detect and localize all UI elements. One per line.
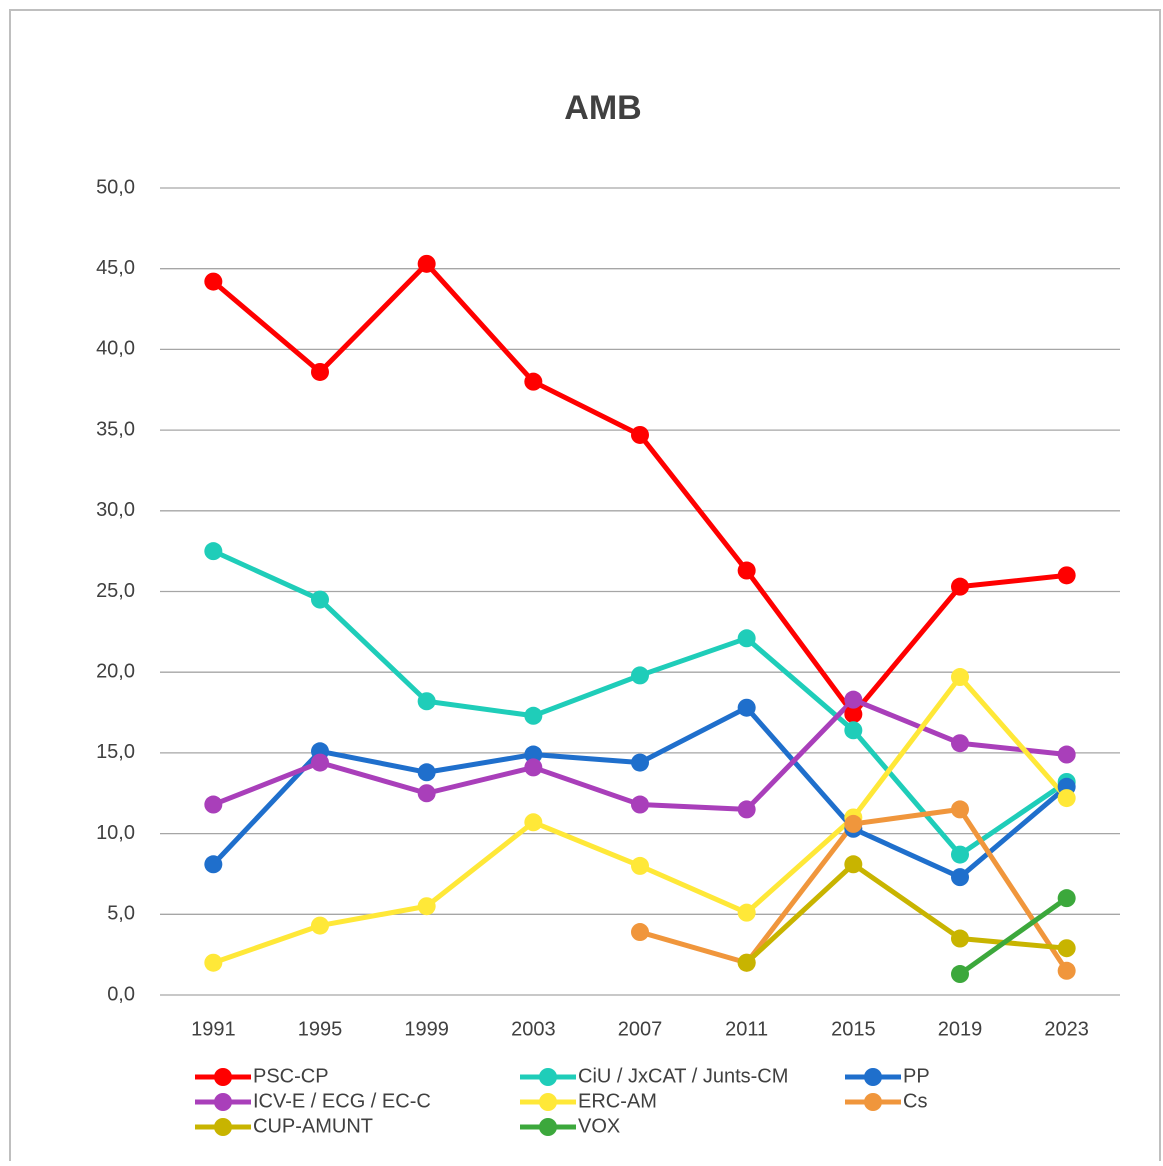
point xyxy=(737,561,756,580)
point xyxy=(1057,889,1076,908)
point xyxy=(737,800,756,819)
point xyxy=(311,916,329,935)
point xyxy=(1057,745,1076,764)
point xyxy=(951,800,969,819)
x-tick-label: 2019 xyxy=(938,1018,983,1040)
point xyxy=(524,758,543,777)
point xyxy=(1057,566,1076,585)
legend-marker xyxy=(864,1093,882,1111)
point xyxy=(737,698,756,717)
point xyxy=(631,856,649,875)
point xyxy=(951,577,969,596)
point xyxy=(844,814,863,833)
point xyxy=(631,923,649,942)
legend-marker xyxy=(864,1068,882,1086)
y-tick-label: 0,0 xyxy=(107,983,135,1005)
point xyxy=(524,745,543,764)
point xyxy=(951,845,969,864)
point xyxy=(524,372,543,391)
point xyxy=(631,666,649,685)
x-tick-label: 2023 xyxy=(1044,1018,1089,1040)
legend-marker xyxy=(214,1093,232,1111)
x-tick-label: 2003 xyxy=(511,1018,556,1040)
point xyxy=(417,692,436,711)
point xyxy=(204,272,223,291)
y-tick-label: 45,0 xyxy=(96,257,135,279)
point xyxy=(951,868,969,887)
legend-label: CiU / JxCAT / Junts-CM xyxy=(578,1065,788,1087)
y-tick-label: 15,0 xyxy=(96,741,135,763)
point xyxy=(844,855,863,874)
point xyxy=(524,813,543,832)
x-tick-label: 1995 xyxy=(298,1018,343,1040)
point xyxy=(951,734,969,753)
y-tick-label: 20,0 xyxy=(96,660,135,682)
point xyxy=(951,929,969,948)
point xyxy=(951,668,969,687)
point xyxy=(204,953,223,972)
y-tick-label: 5,0 xyxy=(107,903,135,925)
y-tick-label: 40,0 xyxy=(96,338,135,360)
legend-marker xyxy=(539,1068,557,1086)
point xyxy=(1057,939,1076,958)
point xyxy=(737,953,756,972)
legend-label: ICV-E / ECG / EC-C xyxy=(253,1090,431,1112)
chart-title: AMB xyxy=(564,89,641,127)
legend-marker xyxy=(214,1068,232,1086)
point xyxy=(1057,789,1076,808)
point xyxy=(417,784,436,803)
y-tick-label: 25,0 xyxy=(96,580,135,602)
point xyxy=(631,795,649,814)
y-tick-label: 30,0 xyxy=(96,499,135,521)
legend-label: ERC-AM xyxy=(578,1090,657,1112)
point xyxy=(737,629,756,648)
point xyxy=(844,705,863,724)
point xyxy=(844,721,863,740)
x-tick-label: 2007 xyxy=(618,1018,663,1040)
y-tick-label: 10,0 xyxy=(96,822,135,844)
legend-marker xyxy=(539,1093,557,1111)
y-tick-label: 50,0 xyxy=(96,176,135,198)
x-tick-label: 1991 xyxy=(191,1018,236,1040)
point xyxy=(737,903,756,922)
series-line xyxy=(958,896,1069,977)
legend-label: PP xyxy=(903,1065,930,1087)
x-tick-label: 2011 xyxy=(725,1018,768,1040)
point xyxy=(311,362,329,381)
series-line xyxy=(744,861,1067,965)
legend-marker xyxy=(214,1118,232,1136)
point xyxy=(311,753,329,772)
point xyxy=(417,897,436,916)
legend-label: VOX xyxy=(578,1115,620,1137)
legend-label: Cs xyxy=(903,1090,927,1112)
legend-label: PSC-CP xyxy=(253,1065,329,1087)
point xyxy=(204,542,223,561)
point xyxy=(631,753,649,772)
x-tick-label: 2015 xyxy=(831,1018,876,1040)
point xyxy=(204,795,223,814)
point xyxy=(631,425,649,444)
x-tick-label: 1999 xyxy=(404,1018,449,1040)
point xyxy=(417,254,436,273)
point xyxy=(844,690,863,709)
point xyxy=(951,965,969,984)
point xyxy=(311,590,329,609)
legend-label: CUP-AMUNT xyxy=(253,1115,373,1137)
point xyxy=(524,706,543,725)
y-tick-label: 35,0 xyxy=(96,418,135,440)
legend-marker xyxy=(539,1118,557,1136)
point xyxy=(1057,961,1076,980)
point xyxy=(417,763,436,782)
point xyxy=(204,855,223,874)
